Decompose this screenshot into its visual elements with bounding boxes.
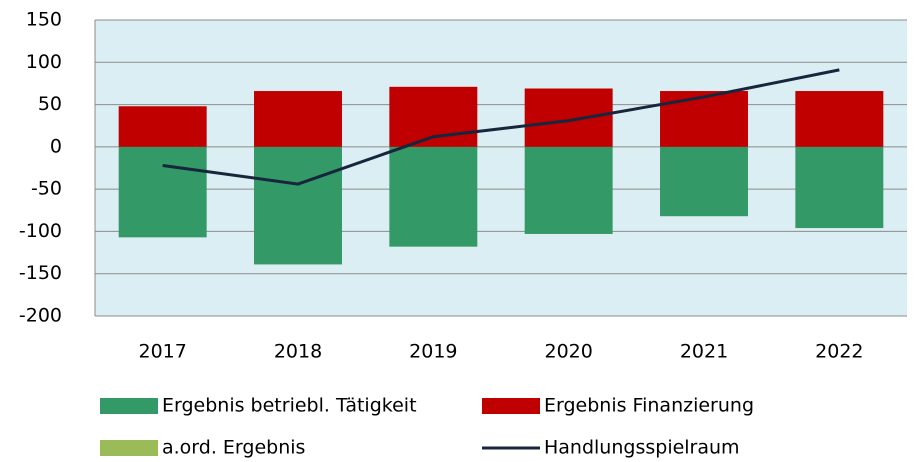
x-tick-label: 2017 [138,341,186,363]
y-tick-label: -100 [19,220,62,242]
legend-swatch [482,398,540,414]
line-series [162,68,840,186]
y-tick-label: 50 [38,93,62,115]
y-tick-label: -50 [31,178,62,200]
legend-label: Handlungsspielraum [544,437,740,459]
bar [795,146,884,229]
bar [524,146,613,234]
legend-label: Ergebnis Finanzierung [544,395,754,417]
bar [660,91,748,147]
legend-label: a.ord. Ergebnis [162,437,305,459]
y-tick-label: -200 [19,305,62,327]
bar [118,106,207,147]
bar [389,146,478,247]
bar [254,146,342,265]
x-tick-label: 2020 [544,341,592,363]
y-tick-label: 100 [26,51,62,73]
y-tick-label: 0 [50,135,62,157]
bar [118,146,207,238]
x-tick-label: 2019 [409,341,457,363]
y-tick-label: -150 [19,262,62,284]
bar [795,91,884,147]
bar [254,91,342,147]
bar [524,88,613,147]
bar [660,146,748,217]
plot-area [95,20,907,316]
x-tick-label: 2018 [274,341,322,363]
x-tick-label: 2021 [680,341,728,363]
legend-swatch [100,398,158,414]
y-tick-label: 150 [26,9,62,31]
legend-swatch [100,440,158,456]
x-tick-label: 2022 [815,341,863,363]
legend-label: Ergebnis betriebl. Tätigkeit [162,395,417,417]
